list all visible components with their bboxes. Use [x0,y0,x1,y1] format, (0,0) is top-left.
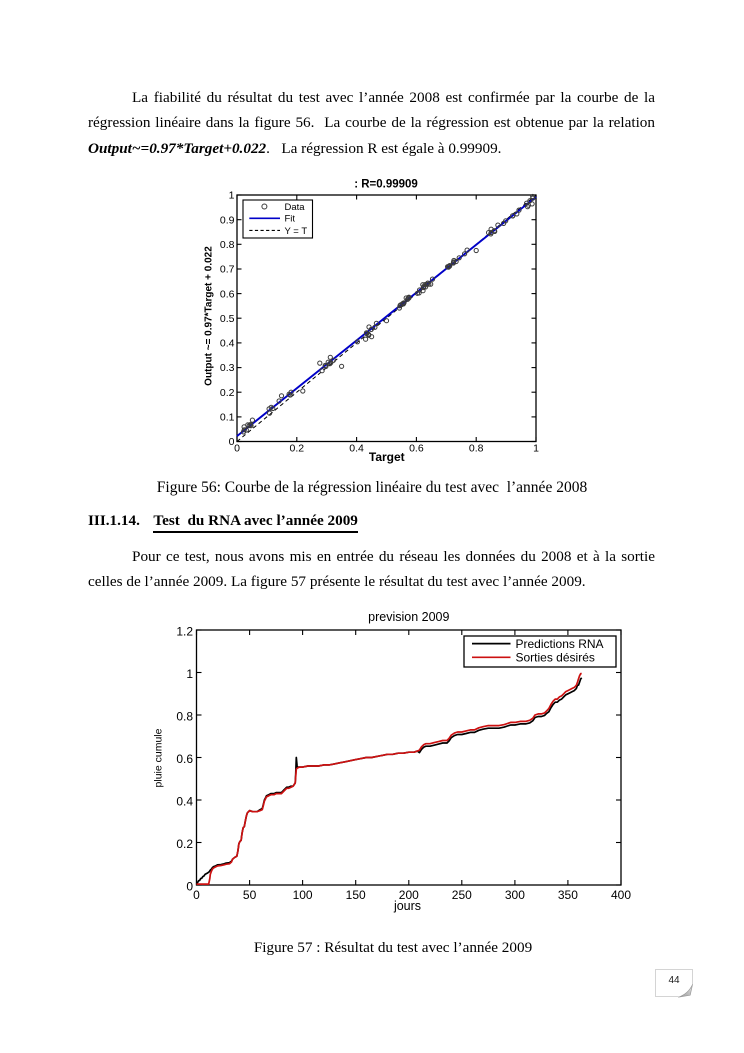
svg-text:300: 300 [505,888,525,902]
svg-text:Y = T: Y = T [285,226,308,237]
svg-text:0.6: 0.6 [409,443,424,455]
svg-text:Fit: Fit [285,214,296,225]
svg-text:250: 250 [452,888,472,902]
svg-text:0: 0 [186,879,193,893]
svg-text:0.8: 0.8 [469,443,484,455]
svg-text:1: 1 [533,443,539,455]
svg-text:400: 400 [611,888,631,902]
svg-text:0.2: 0.2 [289,443,304,455]
svg-text:50: 50 [243,888,257,902]
svg-text:Output ~= 0.97*Target + 0.022: Output ~= 0.97*Target + 0.022 [204,246,215,386]
svg-text:Target: Target [369,450,405,464]
svg-text:prevision 2009: prevision 2009 [368,610,449,624]
svg-text:1: 1 [186,667,193,681]
svg-text:: R=0.99909: : R=0.99909 [354,179,418,191]
svg-text:0.9: 0.9 [220,214,235,226]
svg-text:0.8: 0.8 [220,239,235,251]
svg-text:0.2: 0.2 [176,837,193,851]
svg-text:0.7: 0.7 [220,264,235,276]
svg-text:0: 0 [193,888,200,902]
svg-text:0.3: 0.3 [220,362,235,374]
svg-text:100: 100 [293,888,313,902]
svg-text:Predictions RNA: Predictions RNA [516,637,604,651]
svg-text:0.4: 0.4 [220,338,235,350]
svg-text:0.8: 0.8 [176,709,193,723]
svg-text:0.2: 0.2 [220,387,235,399]
svg-text:350: 350 [558,888,578,902]
svg-text:1: 1 [229,190,235,202]
svg-text:0: 0 [234,443,240,455]
svg-text:0.4: 0.4 [176,794,193,808]
svg-text:0.4: 0.4 [349,443,364,455]
svg-text:0.1: 0.1 [220,412,235,424]
svg-text:0.6: 0.6 [176,752,193,766]
svg-text:pluie cumule: pluie cumule [153,728,165,787]
svg-text:1.2: 1.2 [176,624,193,638]
svg-text:0.6: 0.6 [220,288,235,300]
svg-text:jours: jours [393,899,421,913]
svg-text:150: 150 [346,888,366,902]
svg-text:0: 0 [229,436,235,448]
svg-text:0.5: 0.5 [220,313,235,325]
svg-text:200: 200 [399,888,419,902]
svg-text:Sorties désirés: Sorties désirés [516,651,595,665]
svg-text:Data: Data [285,202,306,213]
